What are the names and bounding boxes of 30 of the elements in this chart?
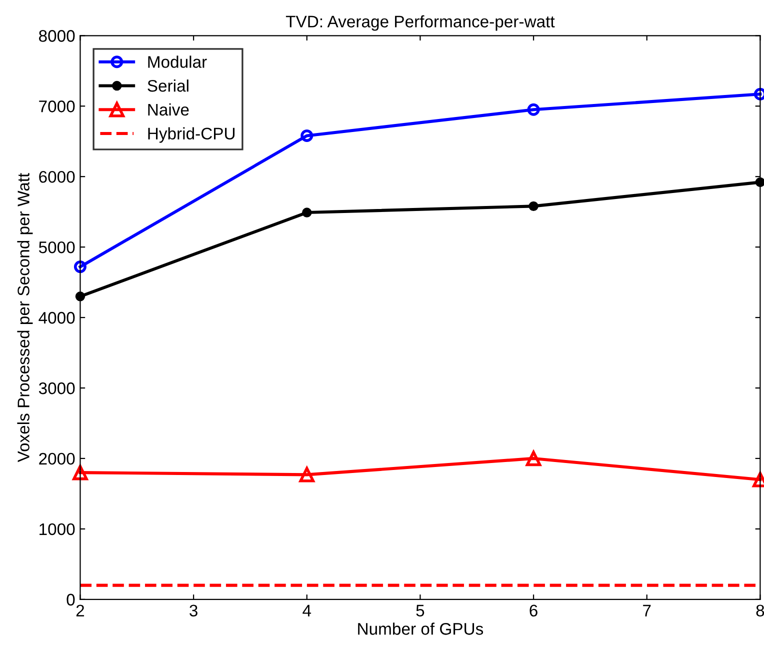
x-tick-label: 8 bbox=[756, 604, 764, 617]
y-tick-label: 7000 bbox=[39, 100, 75, 112]
y-tick-label: 0 bbox=[66, 594, 75, 606]
y-tick-label: 3000 bbox=[38, 382, 75, 394]
point bbox=[526, 450, 542, 466]
legend-label: Modular bbox=[148, 56, 207, 68]
legend-label: Hybrid-CPU bbox=[148, 127, 234, 143]
x-tick-label: 6 bbox=[530, 604, 538, 617]
x-tick-label: 7 bbox=[643, 604, 651, 616]
y-tick-label: 5000 bbox=[38, 241, 75, 254]
point bbox=[755, 177, 764, 188]
x-tick-label: 5 bbox=[416, 604, 424, 617]
y-tick-label: 2000 bbox=[39, 452, 75, 465]
chart-title: TVD: Average Performance-per-watt bbox=[286, 15, 555, 31]
y-tick-label: 4000 bbox=[38, 312, 75, 324]
point bbox=[300, 129, 314, 142]
x-tick-label: 2 bbox=[76, 604, 84, 616]
x-tick-label: 3 bbox=[190, 604, 198, 617]
point bbox=[299, 467, 315, 482]
y-tick-label: 8000 bbox=[39, 30, 75, 42]
y-axis-title: Voxels Processed per Second per Watt bbox=[17, 172, 33, 462]
point bbox=[527, 103, 540, 116]
point bbox=[528, 201, 538, 212]
legend-label: Naive bbox=[148, 103, 189, 116]
y-tick-label: 6000 bbox=[39, 170, 75, 183]
legend-label: Serial bbox=[148, 80, 188, 92]
x-tick-label: 4 bbox=[302, 604, 312, 616]
y-tick-label: 1000 bbox=[40, 523, 75, 536]
point bbox=[302, 208, 312, 218]
x-axis-title: Number of GPUs bbox=[358, 622, 484, 635]
